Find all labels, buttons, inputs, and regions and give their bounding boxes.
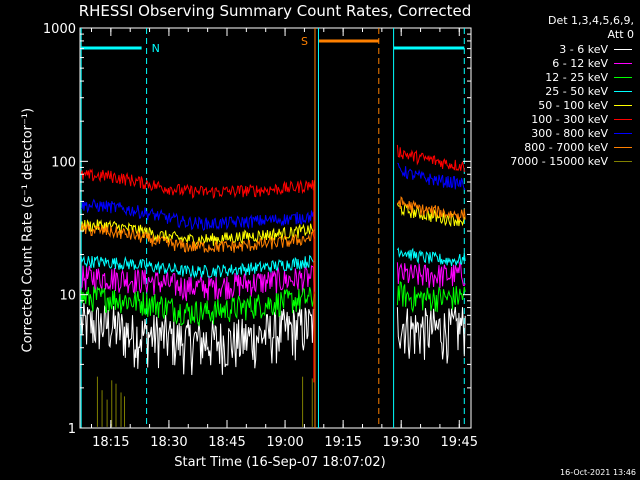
plot-frame	[79, 27, 472, 429]
legend-header-line-1: Det 1,3,4,5,6,9,	[547, 14, 634, 27]
series-100-300keV-pre	[80, 168, 315, 199]
x-tick-label: 18:15	[92, 435, 129, 450]
series-100-300keV-post	[396, 144, 466, 172]
axis-ticks: 1 10 100 1000 18:15 18:30 18:45 19:00 19:15 19:30…	[43, 22, 478, 450]
legend-swatch	[614, 118, 632, 120]
x-tick-label: 18:30	[150, 435, 187, 450]
series-800-7000keV-pre	[80, 222, 315, 253]
legend-swatch	[614, 76, 632, 78]
x-tick-label: 19:45	[441, 435, 478, 450]
saa-label: S	[301, 35, 308, 48]
legend-swatch	[614, 146, 632, 148]
x-tick-label: 18:45	[208, 435, 245, 450]
legend-swatch	[614, 132, 632, 134]
legend-item-label: 300 - 800 keV	[531, 126, 608, 140]
y-tick-label: 100	[51, 155, 76, 170]
legend-item: 6 - 12 keV	[510, 56, 632, 70]
series-300-800keV-pre	[81, 198, 315, 231]
series-12-25keV-pre	[80, 286, 315, 327]
legend-header: Det 1,3,4,5,6,9, Att 0	[548, 14, 634, 42]
legend-item: 12 - 25 keV	[510, 70, 632, 84]
legend-swatch	[614, 48, 632, 50]
series-6-12keV-pre	[80, 265, 315, 302]
legend: 3 - 6 keV 6 - 12 keV 12 - 25 keV 25 - 50 ke…	[510, 42, 632, 168]
legend-item-label: 6 - 12 keV	[552, 56, 608, 70]
x-tick-label: 19:30	[382, 435, 419, 450]
legend-item: 25 - 50 keV	[510, 84, 632, 98]
legend-item-label: 100 - 300 keV	[531, 112, 608, 126]
legend-swatch	[614, 104, 632, 106]
series-6-12keV-post	[396, 261, 466, 289]
legend-item: 7000 - 15000 keV	[510, 154, 632, 168]
x-tick-label: 19:15	[324, 435, 361, 450]
series-50-100keV-post	[396, 203, 466, 228]
series-layer	[80, 144, 466, 427]
legend-swatch	[614, 90, 632, 92]
chart-title: RHESSI Observing Summary Count Rates, Co…	[78, 2, 472, 20]
legend-swatch	[614, 62, 632, 64]
x-axis-label: Start Time (16-Sep-07 18:07:02)	[174, 455, 386, 470]
x-tick-label: 19:00	[266, 435, 303, 450]
timestamp: 16-Oct-2021 13:46	[560, 468, 636, 477]
series-3-6keV-post	[396, 306, 466, 364]
y-tick-label: 1000	[43, 22, 76, 37]
legend-item-label: 3 - 6 keV	[559, 42, 608, 56]
legend-item-label: 800 - 7000 keV	[524, 140, 608, 154]
night-label: N	[152, 42, 160, 55]
legend-swatch	[614, 160, 632, 162]
legend-item-label: 50 - 100 keV	[538, 98, 608, 112]
series-25-50keV-post	[396, 247, 466, 267]
legend-item: 300 - 800 keV	[510, 126, 632, 140]
legend-item: 3 - 6 keV	[510, 42, 632, 56]
y-tick-label: 1	[68, 422, 76, 437]
series-25-50keV-pre	[80, 254, 315, 279]
y-tick-label: 10	[59, 289, 76, 304]
legend-header-line-2: Att 0	[607, 28, 634, 41]
legend-item: 100 - 300 keV	[510, 112, 632, 126]
series-800-7000keV-post	[397, 196, 466, 221]
legend-item-label: 12 - 25 keV	[545, 70, 608, 84]
legend-item: 800 - 7000 keV	[510, 140, 632, 154]
plot-border	[79, 27, 472, 429]
legend-item-label: 25 - 50 keV	[545, 84, 608, 98]
legend-item: 50 - 100 keV	[510, 98, 632, 112]
series-12-25keV-post	[396, 280, 466, 314]
series-300-800keV-post	[397, 162, 466, 191]
y-axis-label: Corrected Count Rate (s⁻¹ detector⁻¹)	[20, 107, 36, 353]
legend-item-label: 7000 - 15000 keV	[510, 154, 608, 168]
